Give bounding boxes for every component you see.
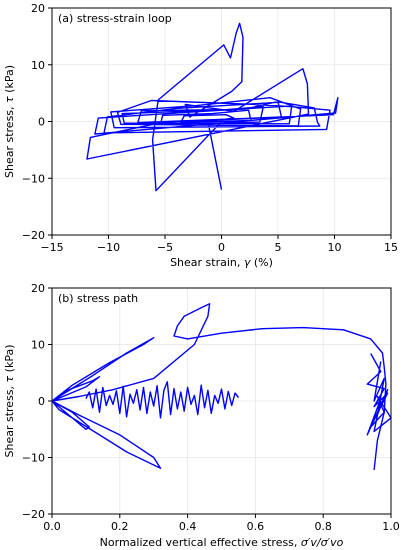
x-axis-variable: σ′v/σ′vo xyxy=(301,536,344,549)
y-tick-label: −10 xyxy=(22,172,45,185)
y-axis-label-text: Shear stress, xyxy=(3,382,16,457)
y-tick-label: 0 xyxy=(38,116,45,129)
x-tick-label: 10 xyxy=(328,241,342,254)
y-tick-label: 10 xyxy=(31,339,45,352)
x-axis-label: Shear strain, γ (%) xyxy=(170,256,273,269)
y-axis-label: Shear stress, τ (kPa) xyxy=(3,345,16,458)
x-axis-label-text: Shear strain, xyxy=(170,256,244,269)
x-axis-variable: γ xyxy=(244,256,251,269)
x-tick-label: 1.0 xyxy=(382,520,400,533)
series-group xyxy=(51,303,392,470)
x-tick-label: 0 xyxy=(218,241,225,254)
y-axis-variable: τ xyxy=(3,375,16,382)
y-axis-unit: (kPa) xyxy=(3,65,16,96)
x-tick-label: −15 xyxy=(40,241,63,254)
x-tick-label: −5 xyxy=(157,241,173,254)
ticks: 0.0 0.2 0.4 0.6 0.8 1.0 −20 −10 0 10 20 xyxy=(22,282,400,533)
y-axis-label-text: Shear stress, xyxy=(3,103,16,178)
x-tick-label: −10 xyxy=(97,241,120,254)
y-tick-label: 20 xyxy=(31,2,45,15)
series-line xyxy=(85,381,240,419)
panel-title: (a) stress-strain loop xyxy=(58,12,172,25)
x-tick-label: 0.8 xyxy=(314,520,332,533)
x-axis-label-text: Normalized vertical effective stress, xyxy=(100,536,301,549)
x-tick-label: 0.4 xyxy=(179,520,197,533)
y-tick-label: 0 xyxy=(38,395,45,408)
x-tick-label: 0.0 xyxy=(43,520,61,533)
ticks: −15 −10 −5 0 5 10 15 −20 −10 0 10 20 xyxy=(22,2,398,254)
y-tick-label: −20 xyxy=(22,508,45,521)
y-tick-label: −10 xyxy=(22,452,45,465)
x-tick-label: 15 xyxy=(384,241,398,254)
y-tick-label: 20 xyxy=(31,282,45,295)
panel-title: (b) stress path xyxy=(58,292,138,305)
series-line xyxy=(86,22,339,192)
series-line xyxy=(51,303,387,470)
series-group xyxy=(86,22,339,192)
x-tick-label: 0.2 xyxy=(111,520,129,533)
y-axis-variable: τ xyxy=(3,96,16,103)
series-line xyxy=(366,353,392,436)
stress-path-panel: 0.0 0.2 0.4 0.6 0.8 1.0 −20 −10 0 10 20 (b) stress… xyxy=(3,282,400,549)
y-tick-label: 10 xyxy=(31,59,45,72)
y-axis-unit: (kPa) xyxy=(3,345,16,376)
x-tick-label: 0.6 xyxy=(247,520,265,533)
y-axis-label: Shear stress, τ (kPa) xyxy=(3,65,16,178)
y-tick-label: −20 xyxy=(22,229,45,242)
stress-strain-panel: −15 −10 −5 0 5 10 15 −20 −10 0 10 20 (a) stress-str… xyxy=(3,2,398,269)
x-axis-label: Normalized vertical effective stress, σ′… xyxy=(100,536,344,549)
x-axis-unit: (%) xyxy=(250,256,273,269)
x-tick-label: 5 xyxy=(275,241,282,254)
